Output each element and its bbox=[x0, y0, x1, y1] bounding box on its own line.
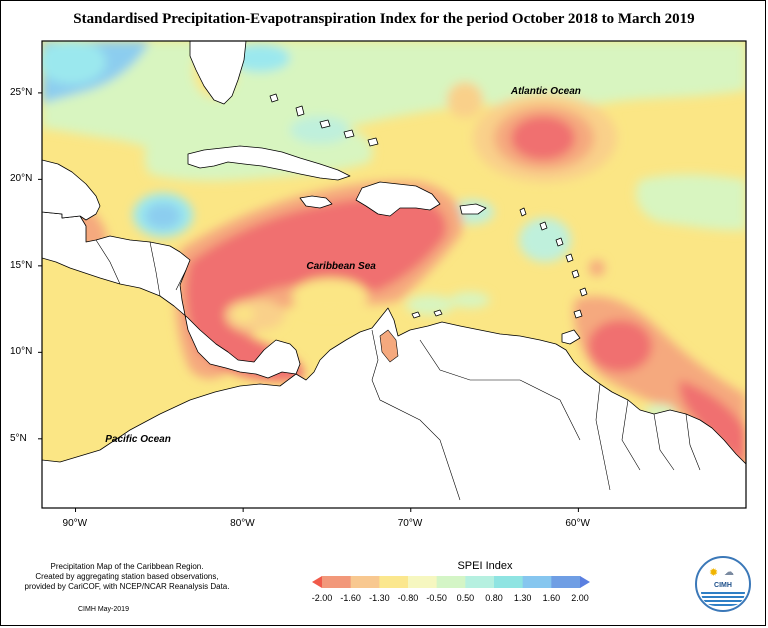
lon-tick-label: 80°W bbox=[230, 518, 255, 529]
land-puerto-rico bbox=[459, 203, 487, 215]
lon-tick-label: 70°W bbox=[397, 518, 423, 529]
lat-tick-label: 15°N bbox=[10, 259, 33, 271]
land-florida bbox=[189, 41, 247, 105]
land-antilles-7 bbox=[573, 309, 583, 319]
legend-tick: 0.80 bbox=[485, 593, 503, 603]
land-bahamas-4 bbox=[343, 129, 355, 139]
ocean-label-caribbean: Caribbean Sea bbox=[306, 260, 376, 272]
logo-text: CIMH bbox=[714, 582, 732, 589]
legend-tick: 1.30 bbox=[513, 593, 532, 603]
sun-icon: ✹ bbox=[709, 567, 719, 579]
colorbar-segment bbox=[379, 576, 409, 588]
legend-tick: 2.00 bbox=[571, 593, 589, 603]
spei-zone-yucatan-blue-core bbox=[145, 203, 181, 229]
colorbar-segment bbox=[350, 576, 380, 588]
credit-text: CIMH May-2019 bbox=[78, 606, 129, 613]
land-yucatan bbox=[42, 159, 101, 221]
ocean-label-pacific: Pacific Ocean bbox=[105, 433, 171, 445]
legend-tick: -2.00 bbox=[311, 593, 333, 603]
caption-line-3: provided by CariCOF, with NCEP/NCAR Rean… bbox=[24, 582, 230, 591]
waves-icon bbox=[701, 592, 745, 606]
land-panama-colombia bbox=[42, 307, 746, 508]
spei-zone-east-red bbox=[588, 320, 652, 372]
legend-tick-labels: -2.00 -1.60 -1.30 -0.80 -0.50 0.50 0.80 1.30 1.6… bbox=[312, 593, 589, 605]
spei-zone-antilles-mint bbox=[519, 218, 571, 262]
spei-zone-caribbean-red bbox=[185, 196, 447, 356]
spei-zone-antilles-red bbox=[589, 260, 605, 276]
land-bahamas-2 bbox=[295, 105, 305, 117]
legend-title: SPEI Index bbox=[457, 560, 513, 572]
legend-tick: -0.50 bbox=[426, 593, 447, 603]
land-antilles-2 bbox=[539, 221, 548, 231]
lat-tick-label: 10°N bbox=[10, 346, 33, 358]
lat-tick-label: 5°N bbox=[10, 432, 27, 444]
map-caption: Precipitation Map of the Caribbean Regio… bbox=[12, 562, 242, 592]
land-trinidad bbox=[561, 329, 581, 345]
land-antilles-1 bbox=[519, 207, 527, 217]
spei-zone-caribbean-orange bbox=[225, 299, 285, 331]
land-antilles-6 bbox=[579, 287, 588, 297]
spei-zone-east-green bbox=[636, 174, 746, 231]
spei-zone-atlantic-orange-2 bbox=[447, 82, 483, 118]
spei-zone-venezuela-mint bbox=[450, 292, 490, 308]
land-antilles-4 bbox=[565, 253, 574, 263]
spei-zone-caribbean-yellow bbox=[292, 278, 368, 314]
lake-maracaibo bbox=[379, 329, 399, 363]
land-antilles-5 bbox=[571, 269, 580, 279]
colorbar-segment bbox=[322, 576, 352, 588]
cimh-logo: ✹ ☁ CIMH bbox=[695, 556, 751, 612]
spei-colorbar bbox=[312, 576, 590, 588]
land-bahamas-5 bbox=[367, 137, 379, 147]
land-antilles-3 bbox=[555, 237, 564, 247]
colorbar-segment bbox=[522, 576, 552, 588]
legend-tick: -1.30 bbox=[369, 593, 390, 603]
caption-line-1: Precipitation Map of the Caribbean Regio… bbox=[50, 562, 204, 571]
legend-tick: 0.50 bbox=[456, 593, 475, 603]
map-border bbox=[41, 40, 747, 509]
land-abc-2 bbox=[433, 309, 443, 317]
legend-tick: -1.60 bbox=[340, 593, 361, 603]
spei-zone-caribbean-yellow-2 bbox=[234, 307, 254, 321]
colorbar-high-arrow bbox=[580, 576, 590, 588]
caption-line-2: Created by aggregating station based obs… bbox=[35, 572, 219, 581]
country-borders bbox=[95, 239, 701, 501]
land-cuba bbox=[187, 145, 351, 181]
spei-zone-bahamas-mint bbox=[290, 116, 350, 144]
land-bahamas-3 bbox=[319, 119, 331, 129]
map-title: Standardised Precipitation-Evapotranspir… bbox=[73, 11, 695, 27]
spei-zone-gulf-cyan bbox=[42, 41, 106, 84]
cloud-icon: ☁ bbox=[724, 567, 734, 578]
spei-zone-venezuela-green bbox=[406, 295, 454, 315]
colorbar-segment bbox=[408, 576, 438, 588]
colorbar-segment bbox=[436, 576, 466, 588]
lat-tick-label: 25°N bbox=[10, 86, 33, 98]
land-abc-1 bbox=[411, 311, 421, 319]
legend-tick: -0.80 bbox=[397, 593, 419, 603]
ocean-label-atlantic: Atlantic Ocean bbox=[510, 85, 581, 97]
legend-tick: 1.60 bbox=[542, 593, 561, 603]
land-jamaica bbox=[299, 195, 333, 209]
lon-tick-label: 90°W bbox=[62, 518, 88, 529]
land-central-america bbox=[42, 211, 301, 379]
lat-tick-label: 20°N bbox=[10, 173, 33, 185]
colorbar-segment bbox=[494, 576, 524, 588]
land-hispaniola bbox=[355, 181, 441, 217]
map-ticks bbox=[38, 92, 579, 512]
colorbar-low-arrow bbox=[312, 576, 322, 588]
spei-zone-atlantic-red bbox=[511, 116, 575, 160]
land bbox=[42, 41, 746, 508]
colorbar-segment bbox=[465, 576, 495, 588]
colorbar-segment bbox=[551, 576, 581, 588]
land-bahamas-1 bbox=[269, 93, 279, 103]
lon-tick-label: 60°W bbox=[565, 518, 590, 529]
